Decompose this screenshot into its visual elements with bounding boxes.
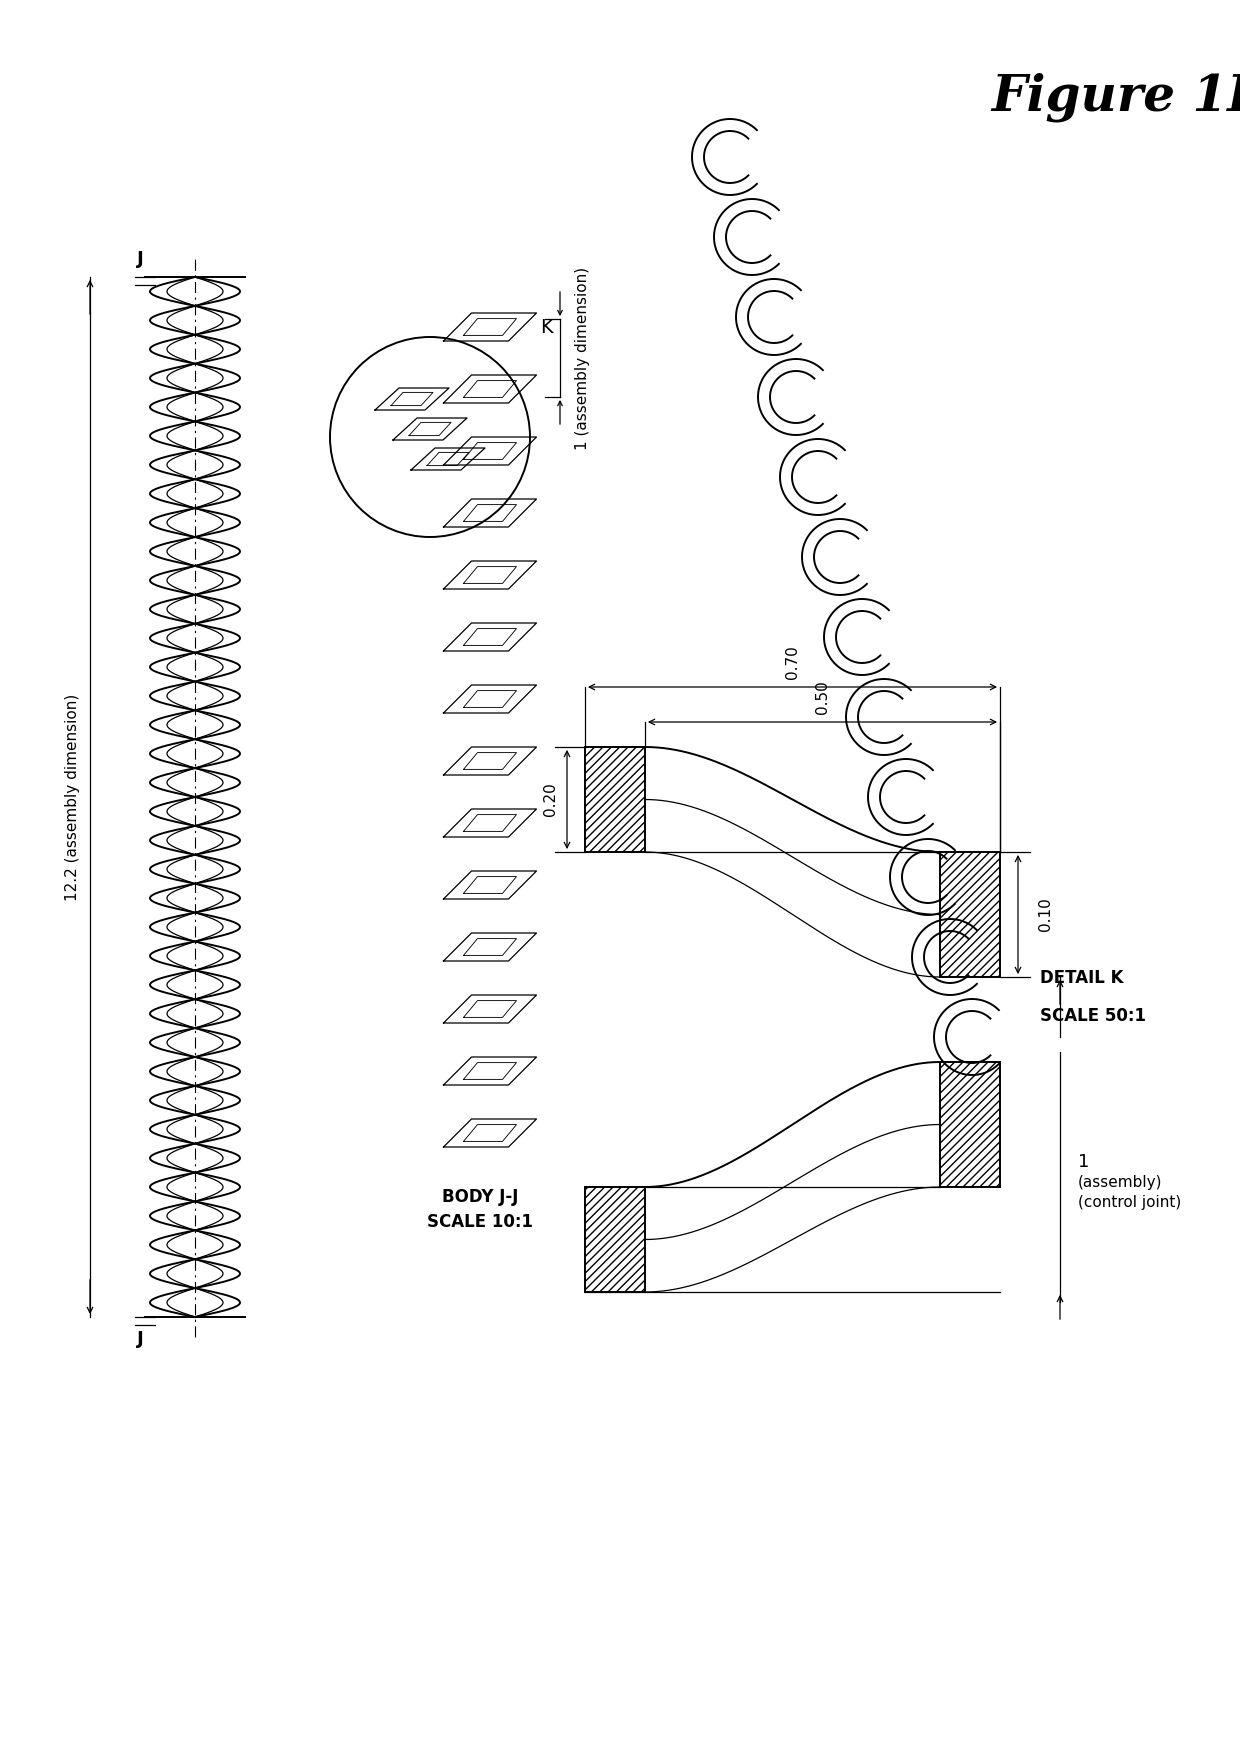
Text: 0.10: 0.10 [1038,898,1053,931]
Text: SCALE 50:1: SCALE 50:1 [1040,1006,1146,1025]
Bar [585,748,645,853]
Bar [940,853,999,977]
Text: 0.50: 0.50 [815,680,830,715]
Text: DETAIL K: DETAIL K [1040,970,1123,987]
Text: BODY J-J: BODY J-J [441,1188,518,1205]
Text: 1 (assembly dimension): 1 (assembly dimension) [575,267,590,449]
Text: (control joint): (control joint) [1078,1195,1182,1209]
Bar [940,1062,999,1186]
Bar [940,1062,999,1186]
Text: (assembly): (assembly) [1078,1174,1163,1190]
Text: J: J [136,1329,144,1349]
Text: SCALE 10:1: SCALE 10:1 [427,1212,533,1232]
Text: 0.70: 0.70 [785,645,800,680]
Bar [940,853,999,977]
Text: 12.2 (assembly dimension): 12.2 (assembly dimension) [64,694,79,901]
Text: Figure 1B: Figure 1B [991,72,1240,122]
Bar [585,748,645,853]
Bar [585,1186,645,1293]
Text: 1: 1 [1078,1153,1090,1170]
Text: 0.20: 0.20 [543,783,558,816]
Bar [585,1186,645,1293]
Text: J: J [136,250,144,267]
Text: K: K [539,318,553,337]
